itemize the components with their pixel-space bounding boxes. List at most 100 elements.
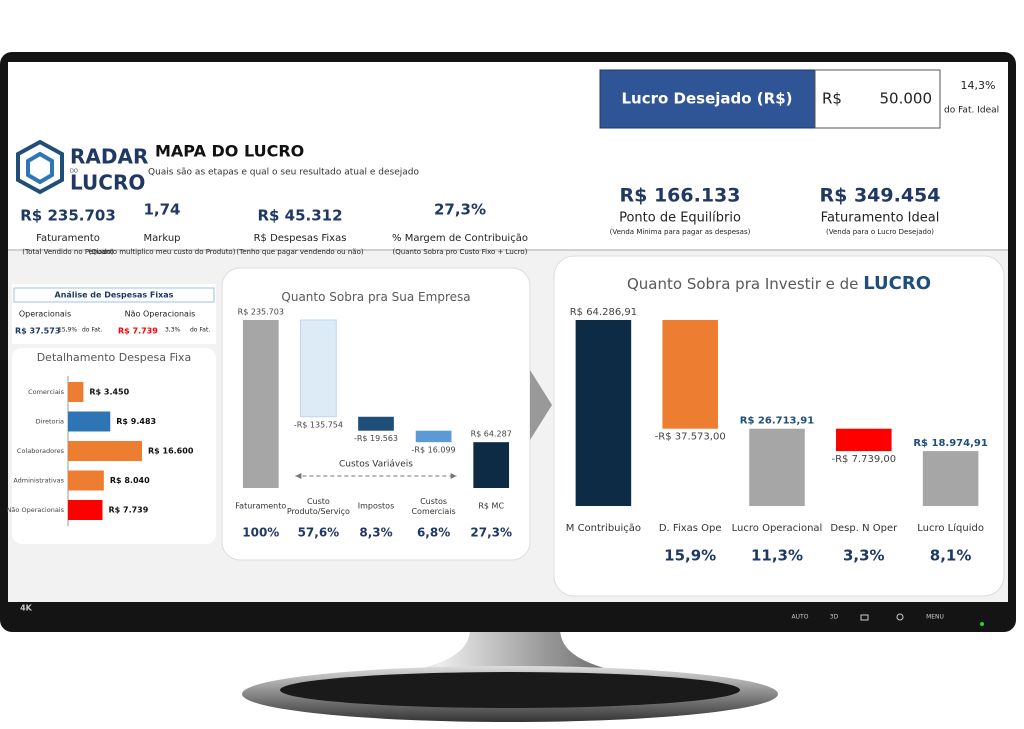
x-tick-label: Custos Comerciais xyxy=(411,497,455,516)
kpi-label: Faturamento Ideal xyxy=(821,211,940,226)
x-tick-label: Custo Produto/Serviço xyxy=(287,497,350,516)
kpi-label: % Margem de Contribuição xyxy=(392,233,528,244)
x-tick-label: Faturamento xyxy=(235,502,286,511)
data-label: -R$ 7.739,00 xyxy=(831,454,896,465)
bar xyxy=(68,441,142,461)
bar xyxy=(473,442,510,488)
chart-title: Quanto Sobra pra Investir e de LUCRO xyxy=(627,273,931,294)
data-label: R$ 8.040 xyxy=(110,476,150,485)
x-tick-label: Lucro Líquido xyxy=(917,522,984,534)
bar xyxy=(242,320,279,488)
data-label: R$ 64.286,91 xyxy=(570,307,637,318)
data-label: -R$ 37.573,00 xyxy=(655,432,726,443)
bar xyxy=(68,470,104,491)
desired-profit-value: 50.000 xyxy=(880,90,933,108)
x-tick-label-line: Custos xyxy=(420,497,447,506)
kpi-note: (Quanto Sobra pro Custo Fixo + Lucro) xyxy=(393,248,528,256)
bar xyxy=(415,430,452,443)
desired-profit-label-box xyxy=(599,69,816,129)
arrow-head xyxy=(450,473,457,479)
x-tick-label: R$ MC xyxy=(478,502,504,511)
kpi-label: Ponto de Equilíbrio xyxy=(619,211,741,226)
kpi-value: 27,3% xyxy=(434,201,486,219)
bar xyxy=(749,428,805,506)
data-label: R$ 235.703 xyxy=(238,308,284,317)
kpi-value: R$ 166.133 xyxy=(619,185,740,207)
percent-label: 57,6% xyxy=(298,526,340,540)
data-label: -R$ 135.754 xyxy=(294,420,343,429)
data-label: -R$ 19.563 xyxy=(354,434,398,443)
expense-label: Operacionais xyxy=(19,310,71,319)
kpi-value: 1,74 xyxy=(143,201,180,219)
x-tick-label: M Contribuição xyxy=(566,523,641,534)
flow-arrow xyxy=(530,370,552,440)
desired-profit-value-box xyxy=(814,69,941,129)
chart-title: Detalhamento Despesa Fixa xyxy=(37,351,192,364)
percent-label: 100% xyxy=(242,526,279,540)
kpi-value: R$ 45.312 xyxy=(257,207,342,225)
desired-profit-pct: 14,3% xyxy=(961,79,996,92)
desired-profit-currency: R$ xyxy=(822,90,842,108)
expense-note: do Fat. xyxy=(190,327,210,334)
chart-title: Quanto Sobra pra Sua Empresa xyxy=(281,290,470,304)
kpi-label: Faturamento xyxy=(36,233,100,244)
bar xyxy=(575,320,632,506)
x-tick-label-line: Comerciais xyxy=(411,506,455,515)
chart-title-highlight: LUCRO xyxy=(863,273,931,294)
bar xyxy=(300,319,337,418)
monitor-button: 3D xyxy=(830,614,839,621)
monitor-button: MENU xyxy=(926,614,944,621)
kpi-note: (Tenho que pagar vendendo ou não) xyxy=(236,248,363,256)
percent-label: 3,3% xyxy=(843,547,885,565)
button-icon[interactable] xyxy=(860,614,869,621)
kpi-note: (Venda para o Lucro Desejado) xyxy=(826,228,934,236)
expense-note: do Fat. xyxy=(82,327,102,334)
x-tick-label: Impostos xyxy=(358,502,395,511)
data-label: R$ 26.713,91 xyxy=(740,416,814,427)
y-tick-label: Diretoria xyxy=(36,418,64,426)
percent-label: 27,3% xyxy=(470,526,512,540)
expense-value: R$ 7.739 xyxy=(118,327,158,336)
bar xyxy=(358,416,394,431)
x-tick-label: D. Fixas Ope xyxy=(659,523,722,534)
x-tick-label: Desp. N Oper xyxy=(830,523,898,534)
annotation: Custos Variáveis xyxy=(339,460,413,470)
bar xyxy=(662,320,718,429)
data-label: R$ 9.483 xyxy=(116,417,156,426)
expense-panel xyxy=(12,284,216,344)
percent-label: 6,8% xyxy=(417,526,450,540)
brand-line1: RADAR xyxy=(70,145,148,169)
kpi-label: R$ Despesas Fixas xyxy=(254,233,347,244)
kpi-value: R$ 349.454 xyxy=(819,185,940,207)
bar xyxy=(836,428,892,452)
percent-label: 15,9% xyxy=(664,547,716,565)
kpi-note: (Venda Mínima para pagar as despesas) xyxy=(610,228,751,236)
x-tick-label-line: Custo xyxy=(307,497,330,506)
monitor-badge: 4K xyxy=(20,604,33,613)
y-tick-label: Comerciais xyxy=(28,388,65,396)
stand-base-inner xyxy=(280,672,740,708)
button-icon[interactable] xyxy=(896,613,904,621)
logo-hex-inner xyxy=(26,151,54,185)
percent-label: 8,3% xyxy=(359,526,392,540)
desired-profit-note: do Fat. Ideal xyxy=(944,106,999,116)
bar xyxy=(68,382,84,402)
kpi-label: Markup xyxy=(143,233,180,244)
chart-title-text: Quanto Sobra pra Sua Empresa xyxy=(281,290,470,304)
data-label: R$ 7.739 xyxy=(108,506,148,515)
kpi-note: (Quanto multiplico meu custo do Produto) xyxy=(89,248,236,256)
expense-title-box xyxy=(13,287,215,303)
data-label: R$ 64.287 xyxy=(471,430,512,439)
power-led xyxy=(980,622,984,626)
desired-profit-label: Lucro Desejado (R$) xyxy=(621,90,792,108)
kpi-note: (Total Vendido no Período) xyxy=(22,248,114,256)
expense-value: R$ 37.573 xyxy=(15,327,60,336)
brand-line2: DO xyxy=(70,169,78,175)
y-tick-label: Não Operacionais xyxy=(7,506,65,514)
expense-title: Análise de Despesas Fixas xyxy=(55,291,174,300)
bar xyxy=(68,500,103,520)
page-title: MAPA DO LUCRO xyxy=(155,142,304,161)
logo-hex-outer xyxy=(16,139,64,195)
